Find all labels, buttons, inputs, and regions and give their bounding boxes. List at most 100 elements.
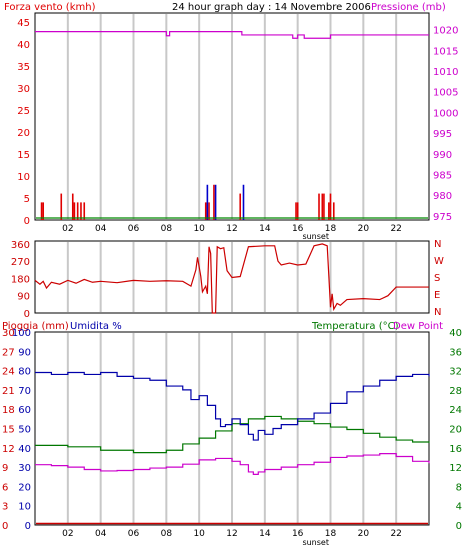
direction-tick-360: 360 [11,240,30,251]
rain-tick-21: 21 [2,386,15,397]
x-tick-20: 20 [358,529,370,539]
wind-bar [60,193,63,220]
gust-bar [242,184,245,220]
rain-tick-0: 0 [2,521,8,532]
wind-bar [329,193,332,220]
x-tick-12: 12 [226,529,237,539]
x-tick-14: 14 [259,224,271,234]
humidity-tick-0: 0 [25,521,31,532]
temperature-tick-16: 16 [449,444,462,455]
sunset-label-bottom: sunset [302,538,329,547]
compass-tick-N: N [434,307,441,318]
wind-tick-30: 30 [17,84,30,95]
humidity-tick-40: 40 [18,444,31,455]
wind-bar [208,202,210,220]
temperature-tick-40: 40 [449,328,462,339]
x-tick-14: 14 [259,529,271,539]
x-tick-06: 06 [128,224,140,234]
pressure-axis-label: Pressione (mb) [371,2,446,13]
pressure-tick-1020: 1020 [433,26,458,37]
x-tick-10: 10 [193,529,205,539]
x-tick-02: 02 [62,529,73,539]
wind-tick-40: 40 [17,40,30,51]
pressure-tick-1000: 1000 [433,108,458,119]
wind-bar [295,202,297,220]
pressure-tick-1005: 1005 [433,88,458,99]
compass-tick-S: S [434,273,440,284]
rain-tick-3: 3 [2,502,8,513]
wind-bar [296,202,299,220]
dewpoint-line [35,452,430,475]
rain-tick-18: 18 [2,405,15,416]
pressure-tick-990: 990 [433,150,452,161]
compass-tick-N: N [434,239,441,250]
humidity-tick-30: 30 [18,463,31,474]
wind-bar [71,193,74,220]
temperature-tick-4: 4 [456,502,462,513]
temperature-tick-0: 0 [456,521,462,532]
temperature-tick-36: 36 [449,347,462,358]
pressure-tick-995: 995 [433,129,452,140]
wind-tick-45: 45 [17,18,30,29]
wind-tick-20: 20 [17,128,30,139]
pressure-tick-975: 975 [433,212,452,223]
wind-bar [323,193,325,220]
temperature-tick-12: 12 [449,463,462,474]
x-tick-02: 02 [62,224,73,234]
wind-tick-0: 0 [24,216,30,227]
humidity-line [35,371,430,441]
wind-tick-5: 5 [24,194,30,205]
direction-tick-180: 180 [11,274,30,285]
x-tick-16: 16 [292,529,304,539]
data-marks-layer [34,31,430,525]
rain-tick-9: 9 [2,463,8,474]
humidity-tick-80: 80 [18,367,31,378]
x-tick-20: 20 [358,224,370,234]
wind-bar [328,202,330,220]
x-tick-04: 04 [95,224,107,234]
x-tick-18: 18 [325,529,337,539]
humidity-tick-10: 10 [18,502,31,513]
wind-bar [42,202,45,220]
direction-tick-270: 270 [11,257,30,268]
pressure-tick-980: 980 [433,191,452,202]
tick-labels-layer: 0510152025303540459759809859909951000100… [2,18,462,547]
humidity-tick-50: 50 [18,425,31,436]
pressure-tick-1015: 1015 [433,46,458,57]
pressure-tick-985: 985 [433,170,452,181]
pressure-line [35,31,429,39]
x-tick-16: 16 [292,224,304,234]
dewpoint-axis-label: Dew Point [393,321,443,332]
wind-bar [40,202,43,220]
humidity-axis-label: Umidita % [70,321,122,332]
wind-tick-15: 15 [17,150,30,161]
pressure-tick-1010: 1010 [433,67,458,78]
sunset-label-top: sunset [302,232,329,241]
compass-tick-E: E [434,290,440,301]
wind-bar [213,184,215,220]
wind-tick-35: 35 [17,62,30,73]
temperature-tick-32: 32 [449,367,462,378]
x-tick-18: 18 [325,224,337,234]
temperature-tick-20: 20 [449,425,462,436]
wind-bar [83,202,86,220]
x-tick-06: 06 [128,529,140,539]
x-tick-08: 08 [161,224,173,234]
wind-direction-line [34,243,429,314]
wind-bar [76,202,79,220]
wind-bar [204,202,207,220]
humidity-tick-70: 70 [18,386,31,397]
wind-bar [239,193,242,220]
gust-bar [214,184,217,220]
direction-tick-90: 90 [17,292,30,303]
humidity-tick-60: 60 [18,405,31,416]
wind-tick-25: 25 [17,106,30,117]
wind-bar [318,193,320,220]
wind-axis-label: Forza vento (kmh) [4,2,96,13]
wind-tick-10: 10 [17,172,30,183]
x-tick-10: 10 [193,224,205,234]
rain-axis-label: Pioggia (mm) [2,321,69,332]
direction-tick-0: 0 [24,309,30,320]
